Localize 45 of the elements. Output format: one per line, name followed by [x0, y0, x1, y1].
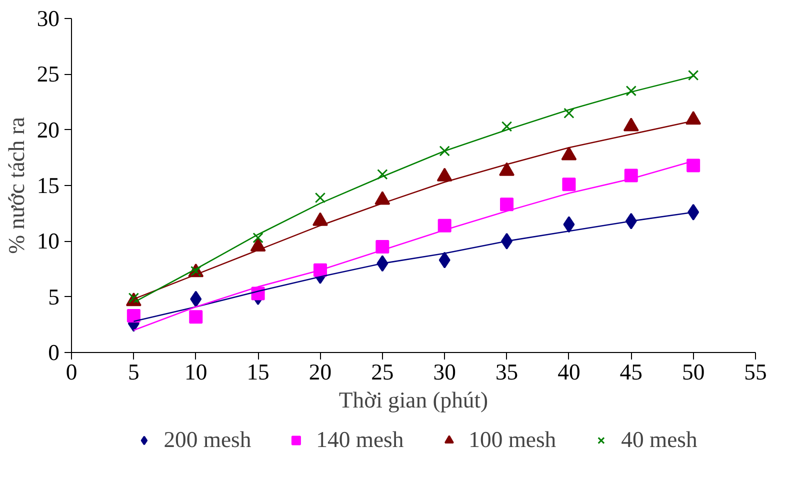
point: [501, 121, 512, 132]
y-axis-title: % nước tách ra: [4, 117, 29, 254]
x-tick-label: 55: [744, 360, 767, 384]
x-tick-label: 15: [246, 360, 270, 384]
x-tick-label: 20: [308, 360, 332, 384]
point: [626, 86, 636, 96]
point: [189, 310, 203, 324]
x-tick-label: 10: [184, 360, 208, 384]
y-tick-label: 25: [36, 62, 60, 87]
x-axis-title: Thời gian (phút): [338, 388, 488, 412]
point: [439, 146, 450, 156]
point: [126, 309, 140, 323]
point: [190, 290, 202, 308]
x-tick-label: 50: [682, 360, 705, 384]
point: [314, 192, 326, 204]
y-tick-label: 5: [48, 284, 60, 310]
x-tick-label: 35: [495, 360, 518, 384]
legend-label: 200 mesh: [164, 427, 252, 453]
point: [688, 70, 699, 81]
point: [376, 240, 390, 254]
legend-label: 40 mesh: [621, 427, 698, 453]
point: [624, 168, 638, 182]
point: [500, 198, 514, 212]
point: [686, 158, 700, 172]
y-tick-label: 15: [36, 173, 60, 198]
point: [562, 178, 576, 192]
y-tick-label: 20: [36, 117, 60, 142]
y-tick-label: 0: [48, 340, 60, 365]
point: [563, 216, 575, 233]
point: [438, 218, 452, 232]
point: [252, 232, 264, 244]
x-tick-label: 0: [66, 360, 78, 384]
x-tick-label: 5: [128, 360, 140, 384]
x-tick-label: 25: [371, 360, 394, 384]
point: [564, 108, 574, 118]
point: [688, 204, 700, 220]
x-tick-label: 30: [433, 360, 456, 384]
y-tick-label: 10: [36, 228, 60, 254]
x-tick-label: 45: [620, 360, 642, 384]
legend-label: 100 mesh: [468, 427, 556, 453]
y-tick-label: 30: [36, 6, 60, 31]
point: [377, 169, 388, 180]
x-tick-label: 40: [558, 360, 580, 384]
point: [438, 252, 450, 268]
legend-label: 140 mesh: [316, 427, 404, 453]
